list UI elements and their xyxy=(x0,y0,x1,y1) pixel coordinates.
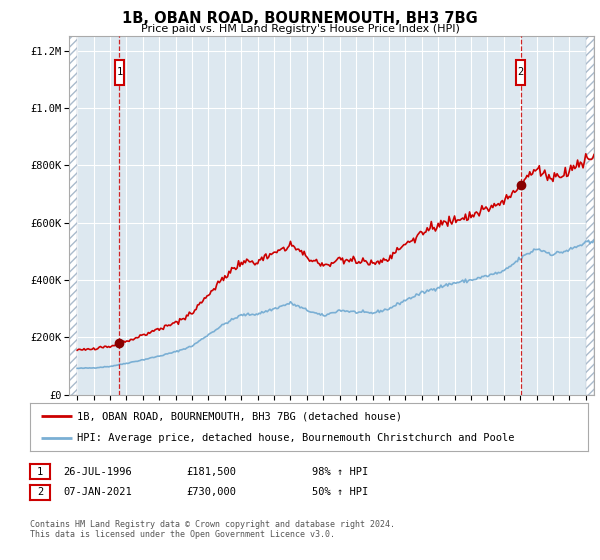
Text: 2: 2 xyxy=(518,67,524,77)
FancyBboxPatch shape xyxy=(516,60,525,85)
Polygon shape xyxy=(586,36,594,395)
Text: 26-JUL-1996: 26-JUL-1996 xyxy=(63,466,132,477)
Text: 07-JAN-2021: 07-JAN-2021 xyxy=(63,487,132,497)
Text: 98% ↑ HPI: 98% ↑ HPI xyxy=(312,466,368,477)
Text: £181,500: £181,500 xyxy=(186,466,236,477)
Text: 1B, OBAN ROAD, BOURNEMOUTH, BH3 7BG (detached house): 1B, OBAN ROAD, BOURNEMOUTH, BH3 7BG (det… xyxy=(77,411,403,421)
Text: 2: 2 xyxy=(37,487,43,497)
Polygon shape xyxy=(69,36,77,395)
Text: Price paid vs. HM Land Registry's House Price Index (HPI): Price paid vs. HM Land Registry's House … xyxy=(140,24,460,34)
Text: HPI: Average price, detached house, Bournemouth Christchurch and Poole: HPI: Average price, detached house, Bour… xyxy=(77,433,515,443)
Text: 50% ↑ HPI: 50% ↑ HPI xyxy=(312,487,368,497)
FancyBboxPatch shape xyxy=(115,60,124,85)
Text: £730,000: £730,000 xyxy=(186,487,236,497)
Text: 1: 1 xyxy=(116,67,122,77)
Text: 1: 1 xyxy=(37,466,43,477)
Text: Contains HM Land Registry data © Crown copyright and database right 2024.
This d: Contains HM Land Registry data © Crown c… xyxy=(30,520,395,539)
Text: 1B, OBAN ROAD, BOURNEMOUTH, BH3 7BG: 1B, OBAN ROAD, BOURNEMOUTH, BH3 7BG xyxy=(122,11,478,26)
